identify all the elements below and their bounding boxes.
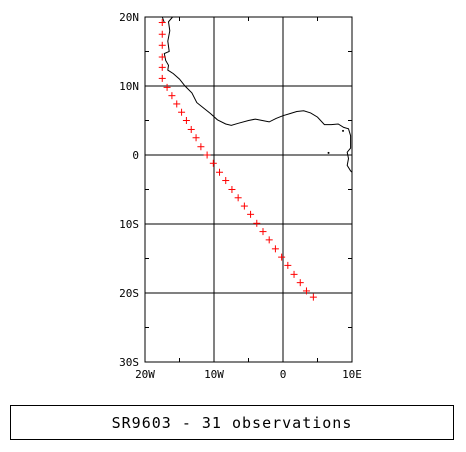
- y-tick-label: 0: [132, 149, 139, 162]
- observation-marker: [187, 125, 195, 133]
- observation-marker: [192, 134, 200, 142]
- y-tick-label: 30S: [119, 356, 139, 369]
- observation-marker: [158, 74, 166, 82]
- observation-marker: [216, 168, 224, 176]
- y-tick-label: 10N: [119, 80, 139, 93]
- observation-markers: [158, 19, 317, 301]
- y-tick-label: 20N: [119, 11, 139, 24]
- coastline: [161, 16, 353, 173]
- island-dot: [342, 129, 345, 132]
- graticule: [145, 17, 352, 362]
- observation-marker: [209, 159, 217, 167]
- coastline-segment: [161, 16, 165, 23]
- observation-marker: [259, 228, 267, 236]
- x-axis-ticks: 20W 10W 0 10E: [135, 17, 362, 381]
- y-tick-label: 10S: [119, 218, 139, 231]
- observation-marker: [228, 186, 236, 193]
- x-tick-label: 10W: [204, 368, 224, 381]
- observation-marker: [158, 63, 166, 71]
- observation-marker: [296, 279, 304, 287]
- observation-marker: [271, 245, 279, 253]
- x-tick-label: 0: [280, 368, 287, 381]
- observation-marker: [302, 287, 310, 295]
- y-tick-label: 20S: [119, 287, 139, 300]
- y-axis-ticks: 20N 10N 0 10S 20S 30S: [119, 11, 352, 369]
- observation-marker: [168, 92, 176, 100]
- observation-marker: [240, 202, 248, 210]
- observation-marker: [284, 261, 292, 269]
- observation-marker: [222, 177, 230, 185]
- map-frame: [144, 16, 353, 363]
- observation-marker: [182, 117, 190, 124]
- caption-title: SR9603 - 31 observations: [111, 413, 353, 432]
- observation-marker: [278, 253, 286, 261]
- observation-marker: [253, 219, 261, 227]
- x-tick-label: 20W: [135, 368, 155, 381]
- observation-marker: [178, 108, 186, 116]
- observation-marker: [158, 53, 166, 61]
- observation-marker: [163, 83, 171, 91]
- x-tick-label: 10E: [342, 368, 362, 381]
- observation-marker: [158, 19, 166, 27]
- observation-marker: [197, 143, 205, 151]
- observation-marker: [290, 270, 298, 278]
- observation-marker: [158, 30, 166, 38]
- observation-marker: [203, 151, 211, 159]
- observation-marker: [247, 210, 255, 218]
- observation-marker: [265, 236, 273, 244]
- observation-marker: [309, 293, 317, 301]
- observation-marker: [158, 41, 166, 49]
- island-dot: [327, 151, 330, 154]
- caption-box: SR9603 - 31 observations: [10, 405, 454, 440]
- africa-coastline: [163, 16, 353, 173]
- observation-marker: [173, 100, 181, 108]
- observation-marker: [234, 194, 242, 202]
